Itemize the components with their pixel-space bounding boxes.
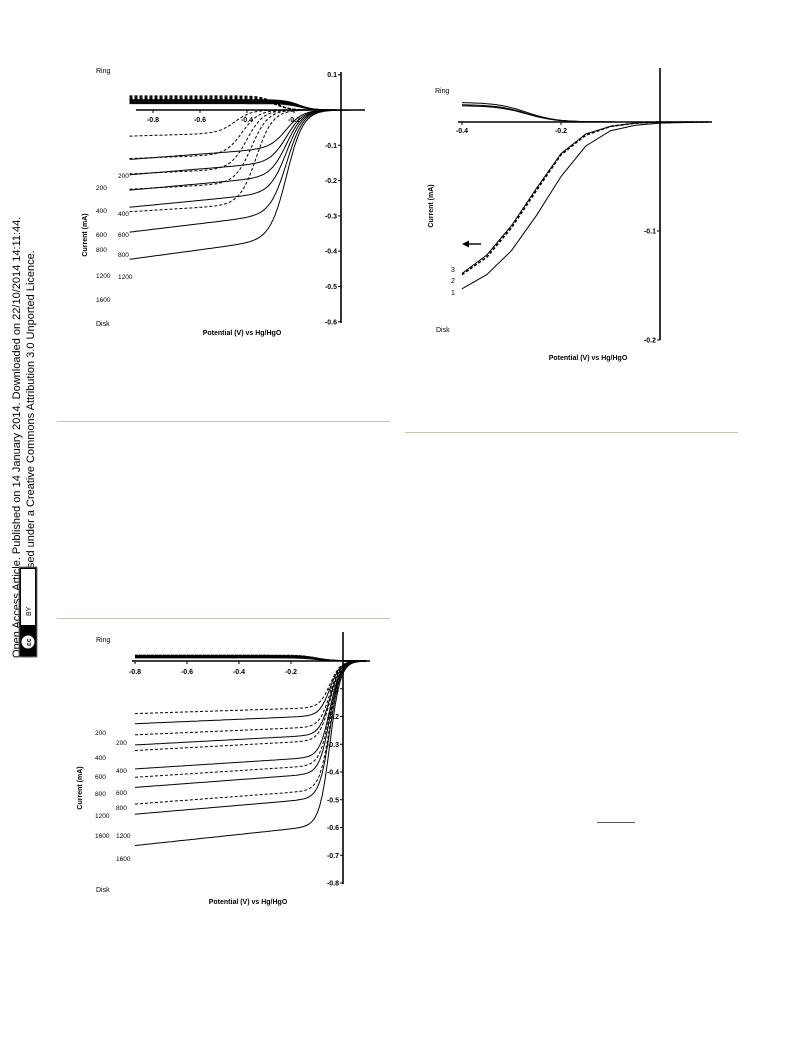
rpm-label-dashed: 400 [118, 211, 129, 218]
y-tick-label: -0.2 [644, 338, 656, 345]
x-tick-label: -0.2 [555, 128, 567, 135]
x-tick-label: -0.4 [233, 669, 245, 676]
rpm-label-right: 200 [116, 740, 127, 747]
disk-curve-3 [462, 122, 710, 274]
disk-curve-solid [130, 110, 358, 232]
rpm-label-dashed: 600 [118, 232, 129, 239]
rpm-label-right: 600 [116, 790, 127, 797]
chart2-ylabel: Current (mA) [428, 184, 435, 227]
chart1-ring-label: Ring [96, 68, 111, 75]
y-tick-label: -0.4 [325, 249, 337, 256]
chart2-curve-labels: 3 2 1 [451, 267, 455, 297]
rpm-label-dashed: 200 [118, 173, 129, 180]
y-tick-label: -0.3 [327, 742, 339, 749]
y-tick-label: -0.1 [325, 143, 337, 150]
chart1-rpm-annotations: 200 400 600 800 1200 200 400 600 800 1200 1600 [96, 173, 133, 304]
y-tick-label: -0.8 [327, 881, 339, 888]
chart1-xlabel: Potential (V) vs Hg/HgO [203, 330, 282, 337]
chart2-disk-curves [462, 122, 710, 289]
rpm-label-right: 400 [116, 768, 127, 775]
ring-curve [462, 106, 705, 122]
rpm-label-left: 600 [95, 774, 106, 781]
rpm-label-solid: 200 [96, 185, 107, 192]
rpm-label-right: 800 [116, 805, 127, 812]
chart3-axes: -0.8 -0.6 -0.4 -0.2-0.1-0.2-0.3-0.4-0.5-0.6… [129, 632, 370, 888]
y-tick-label: -0.6 [327, 825, 339, 832]
y-tick-label: -0.2 [325, 178, 337, 185]
disk-curve-solid [130, 110, 358, 207]
x-tick-label: -0.6 [181, 669, 193, 676]
disk-curve-dashed [130, 110, 358, 212]
rpm-label-left: 200 [95, 730, 106, 737]
chart2-disk-label: Disk [436, 327, 450, 334]
ring-curve-solid [130, 104, 358, 110]
rpm-label-dashed: 1200 [118, 274, 133, 281]
y-tick-label: -0.5 [325, 284, 337, 291]
y-tick-label: -0.6 [325, 319, 337, 326]
chart-3: Ring Disk Current (mA) Potential (V) vs … [77, 632, 370, 906]
y-tick-label: -0.3 [325, 213, 337, 220]
chart-1: Ring Disk Current (mA) Potential (V) vs … [82, 68, 365, 337]
chart1-ring-curves [130, 96, 358, 110]
rpm-label-right: 1600 [116, 856, 131, 863]
chart1-disk-curves [130, 110, 358, 259]
chart1-ylabel: Current (mA) [82, 213, 89, 256]
y-tick-label: -0.4 [327, 770, 339, 777]
rpm-label-right: 1200 [116, 833, 131, 840]
y-tick-label: 0.1 [327, 72, 337, 79]
chart-2: Ring Disk Current (mA) Potential (V) vs … [428, 68, 712, 362]
ring-curve [462, 103, 705, 122]
x-tick-label: -0.4 [456, 128, 468, 135]
chart2-ring-label: Ring [435, 88, 450, 95]
x-tick-label: -0.2 [285, 669, 297, 676]
chart2-direction-arrow [462, 241, 481, 248]
chart3-ylabel: Current (mA) [77, 766, 84, 809]
rpm-label-dashed: 800 [118, 252, 129, 259]
chart2-axes: -0.4 -0.2 -0.1 -0.2 [456, 68, 712, 345]
chart3-rpm-annotations: 200 400 600 800 1200 1600 200 400 600 800 1200 1600 [95, 730, 131, 863]
x-tick-label: -0.8 [129, 669, 141, 676]
chart3-xlabel: Potential (V) vs Hg/HgO [209, 899, 288, 906]
disk-curve-dashed [135, 661, 366, 735]
y-tick-label: -0.7 [327, 853, 339, 860]
rpm-label-left: 800 [95, 791, 106, 798]
chart1-disk-label: Disk [96, 321, 110, 328]
x-tick-label: -0.6 [194, 117, 206, 124]
rpm-label-left: 1600 [95, 833, 110, 840]
chart3-ring-label: Ring [96, 637, 111, 644]
y-tick-label: -0.5 [327, 797, 339, 804]
curve-number-label: 3 [451, 267, 455, 274]
chart3-disk-curves [135, 661, 366, 846]
chart3-ring-curves [135, 655, 366, 661]
disk-curve-1 [462, 122, 710, 289]
curve-number-label: 1 [451, 290, 455, 297]
chart2-ring-curves [462, 103, 705, 122]
arrow-head [462, 241, 469, 248]
disk-curve-2 [462, 122, 710, 275]
rpm-label-left: 1200 [95, 813, 110, 820]
x-tick-label: -0.8 [147, 117, 159, 124]
rpm-label-solid: 800 [96, 247, 107, 254]
chart3-disk-label: Disk [96, 887, 110, 894]
rpm-label-solid: 1200 [96, 273, 111, 280]
rpm-label-left: 400 [95, 755, 106, 762]
disk-curve-solid [130, 110, 358, 259]
y-tick-label: -0.1 [644, 229, 656, 236]
rpm-label-solid: 600 [96, 232, 107, 239]
rpm-label-solid: 1600 [96, 297, 111, 304]
rpm-label-solid: 400 [96, 208, 107, 215]
chart2-xlabel: Potential (V) vs Hg/HgO [549, 355, 628, 362]
curve-number-label: 2 [451, 278, 455, 285]
